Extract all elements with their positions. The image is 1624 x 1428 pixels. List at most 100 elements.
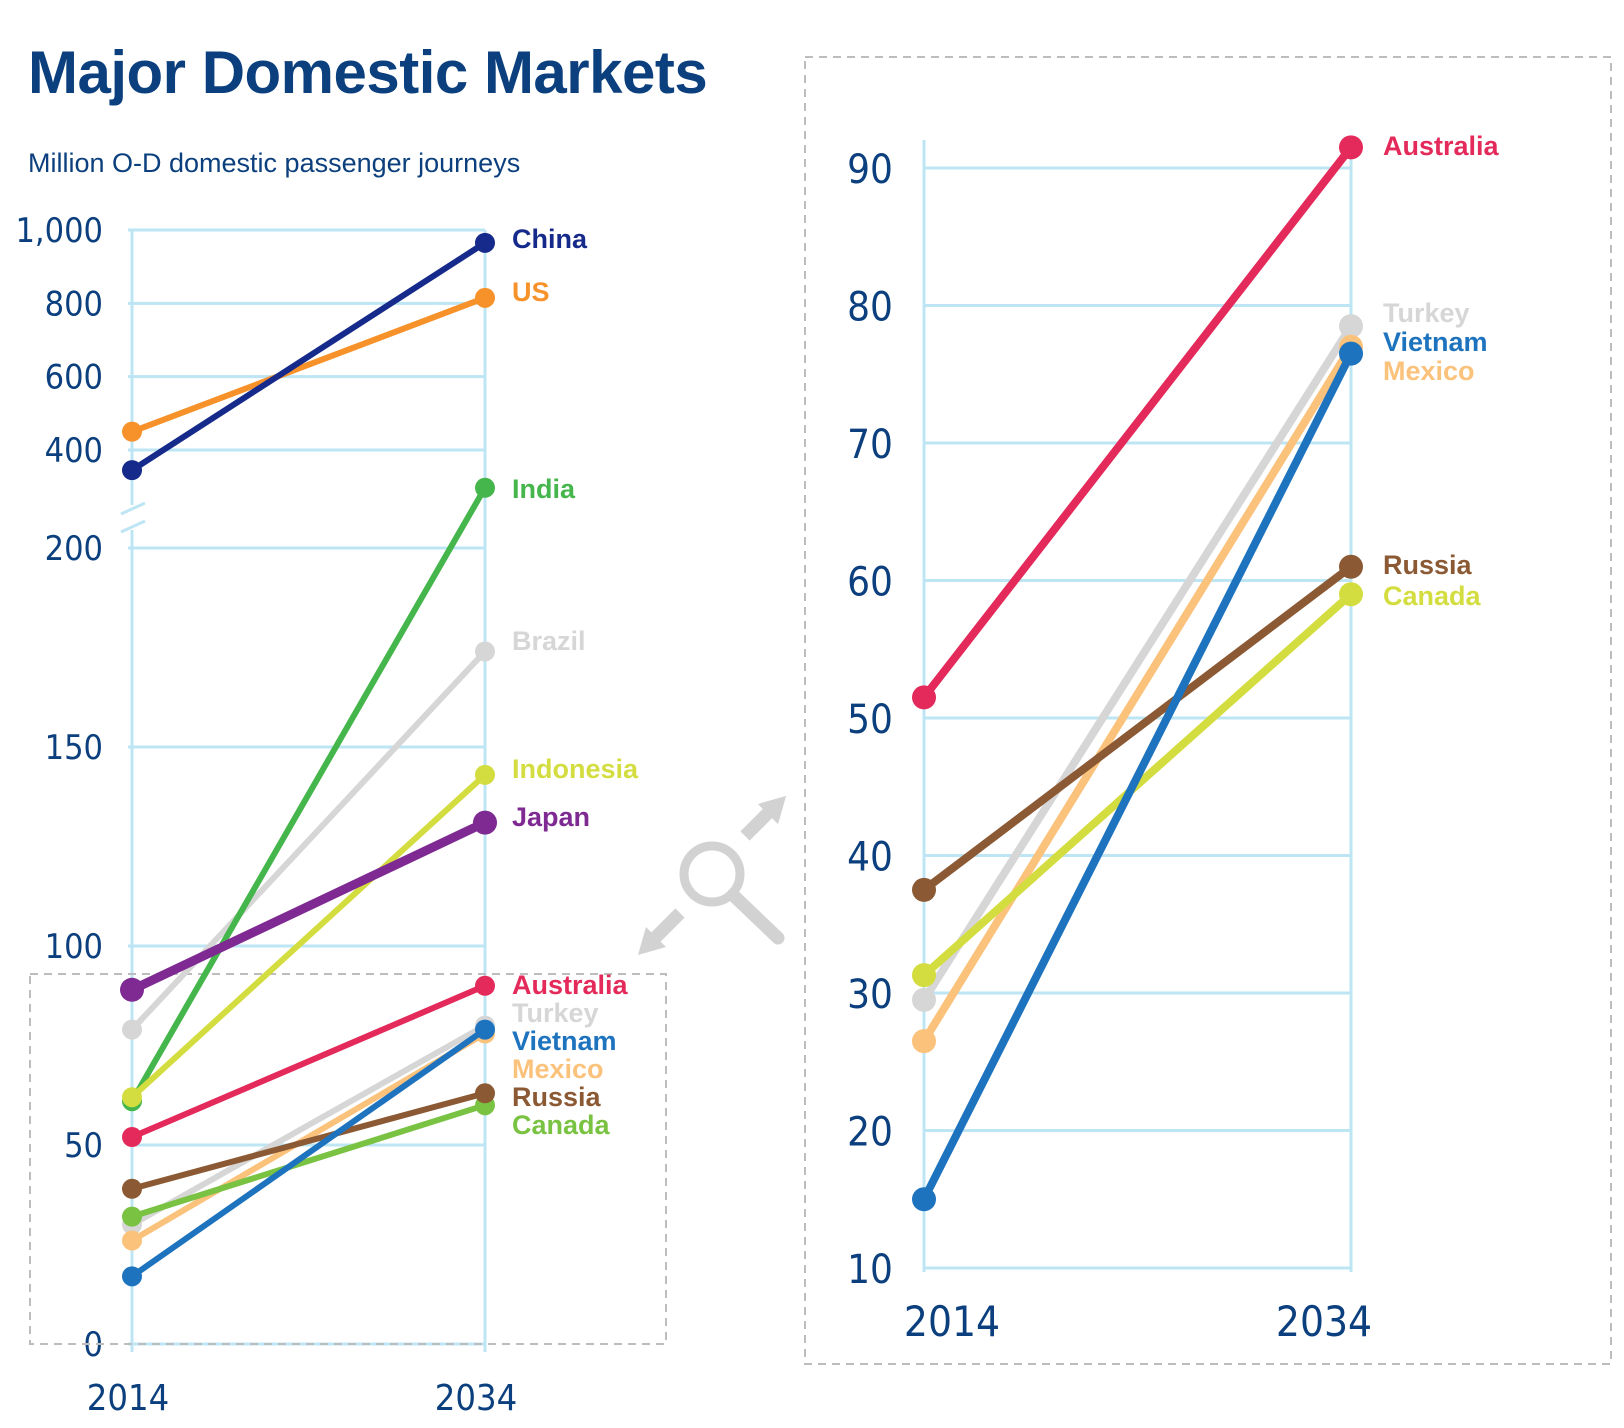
series-line-canada <box>129 1102 488 1220</box>
y-tick-label: 90 <box>847 147 893 193</box>
y-tick-label: 60 <box>847 560 893 606</box>
data-point-vietnam-2034 <box>1339 341 1363 366</box>
data-point-us-2034 <box>475 287 495 308</box>
data-point-australia-2034 <box>475 975 495 996</box>
series-label-indonesia: Indonesia <box>512 754 639 784</box>
series-line-australia <box>129 982 488 1141</box>
data-point-turkey-2034 <box>1339 314 1363 339</box>
series-label-japan: Japan <box>512 802 590 832</box>
series-label-china: China <box>512 224 588 254</box>
series-line-china <box>129 239 488 474</box>
series-label-canada: Canada <box>1383 581 1482 611</box>
data-point-russia-2014 <box>912 877 936 902</box>
data-point-mexico-2014 <box>122 1230 142 1251</box>
series-line-japan <box>127 818 490 995</box>
y-tick-label: 20 <box>847 1110 893 1156</box>
y-tick-label: 50 <box>847 697 893 743</box>
series-label-vietnam: Vietnam <box>1383 327 1488 357</box>
arrow-head <box>758 796 786 824</box>
data-point-vietnam-2014 <box>912 1187 936 1212</box>
arrow-head <box>638 927 666 955</box>
magnifier-handle <box>726 888 785 945</box>
zoom-chart: 10 20 30 40 50 60 70 80 90 2014 2034 Australia Turke… <box>804 56 1612 1365</box>
axis-break-mark <box>120 501 146 516</box>
series-label-us: US <box>512 277 550 307</box>
series-line-turkey <box>920 322 1355 1004</box>
series-label-brazil: Brazil <box>512 626 586 656</box>
series-line-india <box>129 484 488 1105</box>
data-point-russia-2034 <box>475 1083 495 1104</box>
series-line-australia <box>920 143 1355 702</box>
chart-subtitle: Million O-D domestic passenger journeys <box>28 148 521 178</box>
y-tick-label: 40 <box>847 835 893 881</box>
series-line-indonesia <box>129 771 488 1101</box>
data-point-canada-2034 <box>1339 582 1363 607</box>
x-tick-label: 2034 <box>1276 1297 1372 1346</box>
series-label-turkey: Turkey <box>512 998 599 1028</box>
y-tick-label: 100 <box>45 927 103 967</box>
series-line-russia <box>129 1090 488 1192</box>
data-point-china-2034 <box>475 232 495 253</box>
data-point-us-2014 <box>122 421 142 442</box>
y-tick-label: 30 <box>847 972 893 1018</box>
data-point-japan-2014 <box>120 977 144 1002</box>
series-label-russia: Russia <box>512 1082 602 1112</box>
y-tick-label: 200 <box>45 529 103 569</box>
data-point-india-2034 <box>475 477 495 498</box>
series-label-vietnam: Vietnam <box>512 1026 617 1056</box>
y-tick-label: 1,000 <box>15 211 103 251</box>
data-point-canada-2014 <box>122 1206 142 1227</box>
y-tick-label: 10 <box>847 1247 893 1293</box>
data-point-australia-2014 <box>912 685 936 710</box>
series-line-mexico <box>920 342 1355 1046</box>
data-point-china-2014 <box>122 460 142 481</box>
series-label-turkey: Turkey <box>1383 298 1470 328</box>
data-point-vietnam-2014 <box>122 1266 142 1287</box>
y-tick-label: 800 <box>45 284 103 324</box>
y-tick-label: 150 <box>45 728 103 768</box>
chart-title: Major Domestic Markets <box>28 39 708 106</box>
data-point-indonesia-2034 <box>475 764 495 785</box>
data-point-mexico-2014 <box>912 1029 936 1054</box>
data-point-canada-2014 <box>912 963 936 988</box>
data-point-brazil-2014 <box>122 1019 142 1040</box>
x-tick-label: 2014 <box>87 1378 169 1419</box>
series-line-us <box>129 294 488 435</box>
main-chart: 0 50 100 150 200 400 600 800 1,000 2014 2034 China U… <box>15 211 667 1419</box>
series-line-vietnam <box>129 1026 488 1280</box>
series-label-australia: Australia <box>512 970 629 1000</box>
data-point-indonesia-2014 <box>122 1087 142 1108</box>
series-label-australia: Australia <box>1383 131 1500 161</box>
x-tick-label: 2034 <box>435 1378 517 1419</box>
axis-break-mark <box>120 519 146 534</box>
y-tick-label: 0 <box>84 1325 103 1365</box>
series-line-vietnam <box>920 349 1355 1204</box>
series-line-brazil <box>129 648 488 1033</box>
series-label-mexico: Mexico <box>512 1054 604 1084</box>
series-label-russia: Russia <box>1383 550 1473 580</box>
series-line-russia <box>920 562 1355 894</box>
data-point-australia-2014 <box>122 1127 142 1148</box>
data-point-russia-2034 <box>1339 554 1363 579</box>
data-point-australia-2034 <box>1339 135 1363 160</box>
y-tick-label: 70 <box>847 422 893 468</box>
series-line-turkey <box>129 1022 488 1228</box>
series-label-canada: Canada <box>512 1110 611 1140</box>
data-point-turkey-2014 <box>912 987 936 1012</box>
series-label-india: India <box>512 474 576 504</box>
y-tick-label: 80 <box>847 285 893 331</box>
series-label-mexico: Mexico <box>1383 356 1475 386</box>
data-point-vietnam-2034 <box>475 1019 495 1040</box>
zoom-panel-box <box>804 56 1612 1365</box>
y-tick-label: 600 <box>45 358 103 398</box>
data-point-brazil-2034 <box>475 641 495 662</box>
data-point-japan-2034 <box>473 810 497 835</box>
data-point-russia-2014 <box>122 1178 142 1199</box>
y-tick-label: 400 <box>45 431 103 471</box>
zoom-region-box <box>29 973 667 1345</box>
magnifier-icon <box>679 841 745 907</box>
x-tick-label: 2014 <box>904 1297 1000 1346</box>
zoom-decoration <box>638 796 786 955</box>
y-tick-label: 50 <box>64 1126 103 1166</box>
